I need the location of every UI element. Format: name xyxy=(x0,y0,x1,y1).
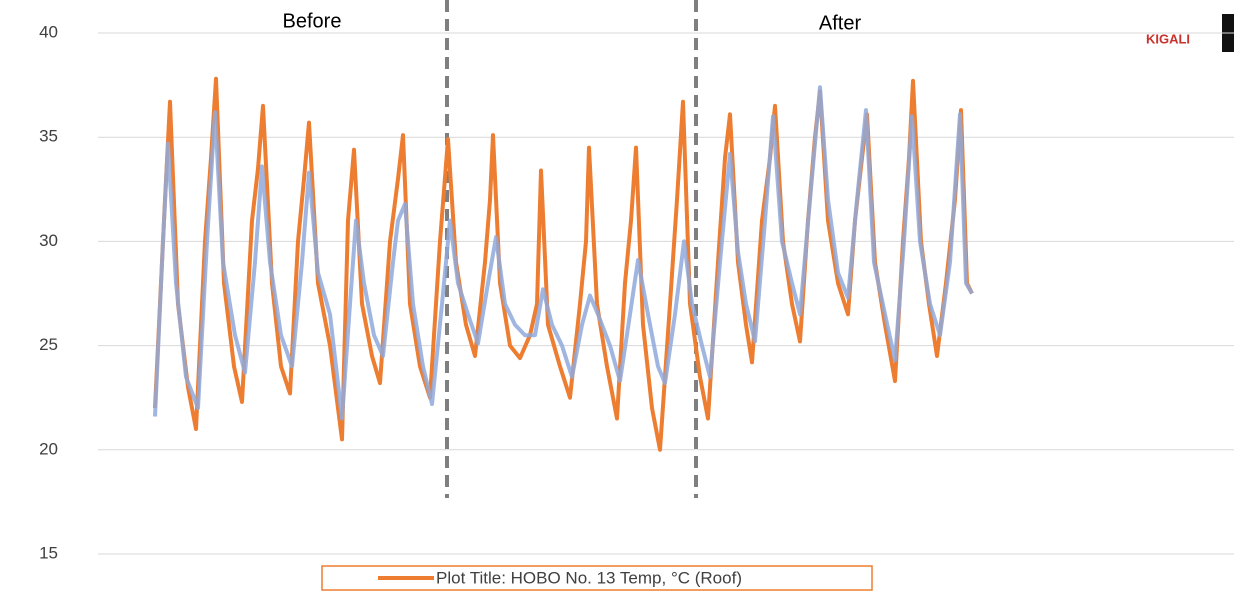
logo: KIGALI xyxy=(1146,31,1190,46)
annotation: After xyxy=(819,12,862,34)
legend-label: Plot Title: HOBO No. 13 Temp, °C (Roof) xyxy=(436,568,742,587)
y-tick-label: 35 xyxy=(39,127,58,146)
legend-box xyxy=(321,565,873,591)
annotation: Before xyxy=(283,10,342,32)
y-tick-label: 25 xyxy=(39,335,58,354)
y-tick-label: 40 xyxy=(39,22,58,41)
series-line xyxy=(153,85,974,421)
y-tick-label: 30 xyxy=(39,231,58,250)
y-tick-label: 20 xyxy=(39,439,58,458)
y-tick-label: 15 xyxy=(39,543,58,562)
